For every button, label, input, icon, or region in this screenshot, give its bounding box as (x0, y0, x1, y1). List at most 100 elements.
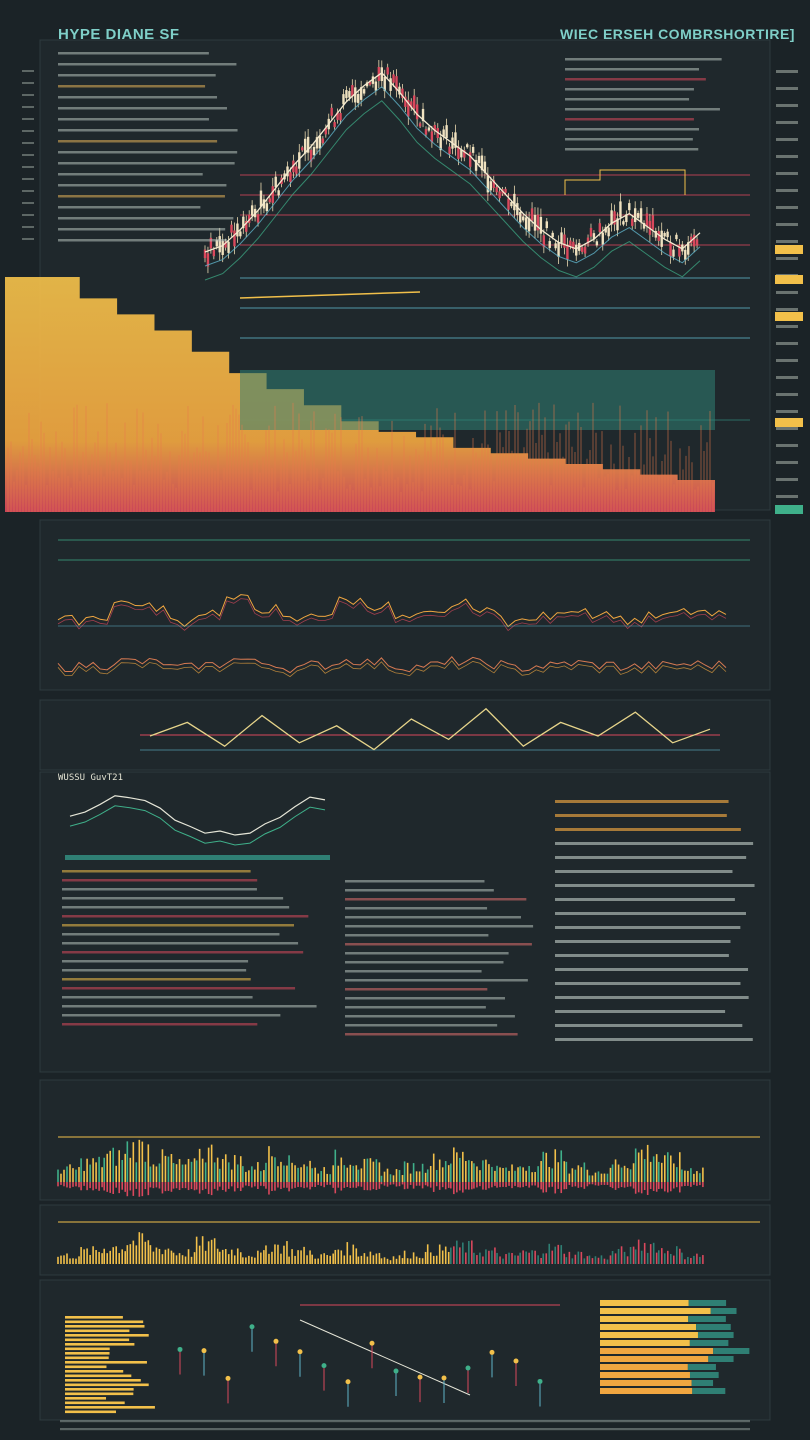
candle-body (645, 213, 649, 227)
candle-body (309, 149, 313, 162)
candle-body (513, 193, 516, 211)
text-line (62, 969, 247, 972)
candle-body (301, 147, 304, 151)
candle-body (239, 231, 242, 237)
stack-bar (687, 1364, 716, 1370)
left-tick (22, 202, 34, 204)
candle-body (613, 211, 616, 225)
text-line (62, 888, 257, 891)
y-tick-label (776, 410, 798, 413)
y-tick-label (776, 70, 798, 73)
candle-body (401, 88, 404, 98)
text-line (555, 856, 747, 859)
left-tick (22, 166, 34, 168)
candle-body (407, 99, 410, 117)
price-tag (775, 418, 803, 427)
y-tick-label (776, 121, 798, 124)
candle-body (445, 125, 448, 139)
stack-bar (696, 1324, 731, 1330)
candle-body (580, 247, 584, 252)
candle-body (575, 244, 578, 256)
candle-body (312, 146, 316, 156)
stack-bar (688, 1316, 726, 1322)
marker-dot (177, 1346, 183, 1352)
candle-body (256, 214, 260, 223)
y-tick-label (776, 427, 798, 430)
text-line (345, 925, 534, 928)
hbar (65, 1401, 125, 1405)
candle-body (415, 104, 419, 120)
text-line (345, 916, 521, 919)
candle-body (306, 136, 310, 153)
hbar (65, 1325, 145, 1328)
text-line (565, 98, 690, 101)
momentum-line (149, 707, 711, 751)
trend-line (239, 291, 421, 299)
price-tag (775, 245, 803, 254)
candle-body (669, 242, 672, 257)
text-line (62, 987, 296, 990)
stack-bar (689, 1372, 719, 1378)
text-line (58, 140, 218, 143)
text-line (345, 880, 485, 883)
candle-body (489, 181, 493, 191)
text-line (62, 897, 284, 900)
left-tick (22, 214, 34, 216)
marker-dot (393, 1368, 399, 1374)
mini-line-2 (69, 805, 326, 846)
text-line (555, 940, 731, 943)
left-tick (22, 118, 34, 120)
candle-body (495, 186, 498, 193)
y-tick-label (776, 257, 798, 260)
stack-bar (600, 1316, 689, 1322)
y-tick-label (776, 104, 798, 107)
text-line (555, 884, 755, 887)
y-tick-label (776, 478, 798, 481)
candle-body (206, 253, 210, 267)
candle-body (589, 227, 593, 237)
candle-body (601, 232, 604, 245)
candle-body (433, 124, 437, 132)
stack-bar (600, 1356, 709, 1362)
candle-body (412, 95, 416, 109)
candle-body (468, 152, 472, 167)
candle-body (504, 188, 507, 193)
candle-body (692, 234, 696, 247)
hbar (65, 1316, 123, 1319)
candle-body (418, 123, 422, 127)
hbar (65, 1343, 135, 1346)
marker-dot (297, 1349, 303, 1355)
candle-body (466, 144, 469, 148)
oscillator-line (57, 594, 727, 628)
candle-body (554, 243, 557, 249)
candle-body (557, 242, 560, 257)
stack-bar (708, 1356, 734, 1362)
text-line (58, 173, 203, 176)
marker-dot (513, 1358, 519, 1364)
candle-body (616, 218, 619, 231)
text-line (345, 898, 527, 901)
text-line (62, 906, 290, 909)
teal-band (240, 370, 715, 430)
candle-body (551, 232, 554, 238)
candle-body (295, 166, 298, 174)
candle-body (218, 236, 221, 253)
text-line (345, 979, 528, 982)
y-tick-label (776, 291, 798, 294)
hbar (65, 1338, 130, 1342)
candle-body (236, 223, 239, 237)
candle-body (274, 176, 277, 188)
candle-body (259, 190, 263, 207)
left-tick (22, 154, 34, 156)
candle-body (286, 166, 289, 177)
hbar (65, 1379, 141, 1382)
text-line (345, 889, 494, 892)
text-line (565, 58, 722, 61)
text-line (555, 1024, 743, 1027)
text-line (565, 128, 700, 131)
text-line (60, 1420, 750, 1423)
candle-body (560, 232, 563, 243)
candle-body (421, 108, 425, 122)
text-line (345, 1033, 518, 1036)
candle-body (354, 87, 357, 103)
